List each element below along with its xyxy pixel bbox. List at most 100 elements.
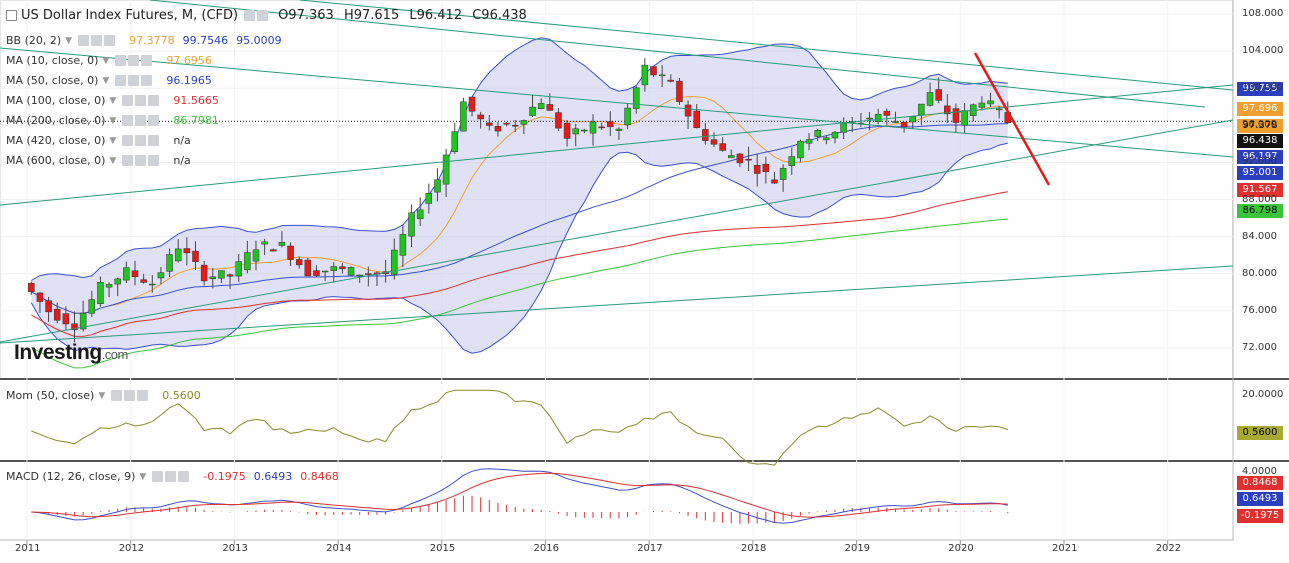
candle-body	[650, 66, 657, 76]
gear-icon[interactable]	[135, 155, 147, 166]
legend-label: MA (420, close, 0)	[6, 134, 106, 147]
candle-body	[399, 234, 407, 256]
ma-100-line	[31, 191, 1008, 337]
x-tick-label: 2017	[637, 543, 663, 554]
bollinger-upper	[31, 37, 1008, 281]
candle-body	[745, 158, 752, 161]
chevron-down-icon[interactable]: ▼	[102, 75, 110, 86]
candle-body	[563, 122, 571, 139]
ma-200-line	[31, 218, 1008, 369]
gear-icon[interactable]	[128, 55, 140, 66]
macd-panel	[31, 468, 1009, 524]
candle-body	[105, 284, 113, 288]
eye-icon[interactable]	[244, 10, 256, 21]
legend-buttons[interactable]	[122, 135, 160, 146]
close-icon[interactable]	[141, 75, 153, 86]
candle-body	[304, 259, 312, 277]
gear-icon[interactable]	[124, 390, 136, 401]
candle-body	[270, 249, 277, 252]
close-icon[interactable]	[137, 390, 149, 401]
chevron-down-icon[interactable]: ▼	[139, 471, 147, 482]
eye-icon[interactable]	[122, 95, 134, 106]
ohlc-close: C96.438	[472, 8, 527, 23]
candle-body	[365, 273, 372, 275]
collapse-icon[interactable]	[6, 10, 17, 21]
ohlc-low: L96.412	[409, 8, 463, 23]
candle-body	[62, 313, 70, 325]
title-settings-buttons[interactable]	[244, 10, 269, 21]
chevron-down-icon[interactable]: ▼	[65, 35, 73, 46]
gear-icon[interactable]	[135, 115, 147, 126]
candle-body	[114, 278, 121, 285]
candle-body	[520, 120, 528, 125]
y-tick-label: 80.000	[1242, 267, 1277, 279]
candle-body	[978, 102, 986, 108]
eye-icon[interactable]	[78, 35, 90, 46]
gear-icon[interactable]	[91, 35, 103, 46]
candle-body	[805, 139, 813, 144]
close-icon[interactable]	[178, 471, 190, 482]
y-tick-label: 104.000	[1242, 45, 1284, 57]
eye-icon[interactable]	[111, 390, 123, 401]
gear-icon[interactable]	[135, 135, 147, 146]
legend-buttons[interactable]	[78, 35, 116, 46]
legend-buttons[interactable]	[122, 115, 160, 126]
legend-buttons[interactable]	[115, 75, 153, 86]
chevron-down-icon[interactable]: ▼	[109, 135, 117, 146]
candle-body	[503, 122, 510, 125]
candle-body	[762, 163, 770, 172]
y-tick-label: 108.000	[1242, 8, 1284, 19]
mom-buttons[interactable]	[111, 390, 149, 401]
candle-body	[434, 179, 441, 193]
legend-value: n/a	[173, 134, 191, 147]
candlestick-series	[28, 58, 1012, 343]
legend-buttons[interactable]	[115, 55, 153, 66]
chevron-down-icon[interactable]: ▼	[109, 155, 117, 166]
eye-icon[interactable]	[115, 55, 127, 66]
gear-icon[interactable]	[135, 95, 147, 106]
ohlc-high: H97.615	[343, 8, 400, 23]
legend-buttons[interactable]	[122, 95, 160, 106]
chevron-down-icon[interactable]: ▼	[109, 115, 117, 126]
candle-body	[555, 112, 562, 129]
chevron-down-icon[interactable]: ▼	[102, 55, 110, 66]
candle-body	[123, 267, 130, 281]
momentum-line	[31, 389, 1008, 466]
legend-row: MA (420, close, 0) ▼ n/a	[6, 134, 191, 147]
close-icon[interactable]	[148, 115, 160, 126]
legend-row: MA (100, close, 0) ▼ 91.5665	[6, 94, 219, 107]
eye-icon[interactable]	[122, 115, 134, 126]
eye-icon[interactable]	[152, 471, 164, 482]
legend-value: 95.0009	[236, 34, 282, 47]
candle-body	[88, 299, 96, 314]
gear-icon[interactable]	[257, 10, 269, 21]
red-downtrend-arrow	[973, 52, 1051, 186]
close-icon[interactable]	[148, 135, 160, 146]
chevron-down-icon[interactable]: ▼	[109, 95, 117, 106]
close-icon[interactable]	[148, 155, 160, 166]
trend-line	[0, 265, 1234, 344]
x-tick-label: 2012	[118, 543, 145, 554]
macd-buttons[interactable]	[152, 471, 190, 482]
candle-body	[218, 270, 225, 279]
candle-body	[995, 108, 1003, 111]
close-icon[interactable]	[141, 55, 153, 66]
eye-icon[interactable]	[122, 135, 134, 146]
candle-body	[486, 122, 493, 126]
close-icon[interactable]	[148, 95, 160, 106]
chevron-down-icon[interactable]: ▼	[98, 390, 106, 401]
x-tick-label: 2019	[844, 543, 871, 554]
candle-body	[546, 104, 554, 111]
close-icon[interactable]	[104, 35, 116, 46]
legend-value: 99.7546	[182, 34, 229, 47]
gear-icon[interactable]	[165, 471, 177, 482]
eye-icon[interactable]	[122, 155, 134, 166]
chart-title-bar: US Dollar Index Futures, M, (CFD) O97.36…	[6, 8, 533, 23]
legend-buttons[interactable]	[122, 155, 160, 166]
candle-body	[779, 167, 787, 180]
gear-icon[interactable]	[128, 75, 140, 86]
macd-label: MACD (12, 26, close, 9)	[6, 470, 136, 483]
logo-suffix: .com	[101, 347, 129, 362]
eye-icon[interactable]	[115, 75, 127, 86]
